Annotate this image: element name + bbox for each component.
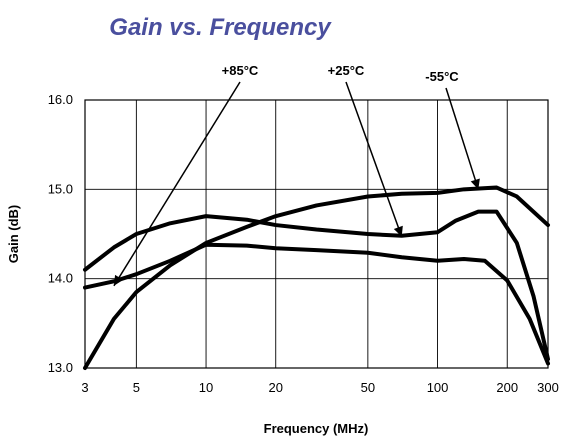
y-tick-label: 13.0: [48, 360, 73, 375]
x-tick-label: 3: [81, 380, 88, 395]
grid-layer: [85, 100, 548, 368]
y-axis-label: Gain (dB): [6, 205, 21, 264]
annotation-arrowhead: [393, 225, 403, 237]
annotation-arrowhead: [113, 274, 124, 286]
x-tick-label: 200: [496, 380, 518, 395]
plot-area-frame: [84, 99, 549, 369]
series-layer: [83, 185, 550, 370]
y-tick-label: 14.0: [48, 271, 73, 286]
x-tick-label: 100: [427, 380, 449, 395]
x-tick-label: 50: [361, 380, 375, 395]
annotation-arrow: [113, 81, 241, 287]
series-line-55-c: [83, 209, 550, 362]
y-tick-label: 16.0: [48, 92, 73, 107]
y-tick-label: 15.0: [48, 181, 73, 196]
annotation-layer: +85°C +25°C -55°C: [113, 63, 480, 287]
annotation-label: +25°C: [328, 63, 365, 78]
x-tick-label: 5: [133, 380, 140, 395]
x-tick-label: 10: [199, 380, 213, 395]
annotation-arrow: [445, 87, 480, 190]
annotation-label: +85°C: [222, 63, 259, 78]
annotation-arrow: [345, 81, 403, 237]
annotation-label: -55°C: [425, 69, 459, 84]
x-tick-label: 300: [537, 380, 559, 395]
chart-title: Gain vs. Frequency: [109, 14, 332, 41]
series-line-25-c: [83, 185, 550, 370]
x-tick-label: 20: [269, 380, 283, 395]
x-axis-label: Frequency (MHz): [264, 421, 369, 436]
annotation-arrowhead: [470, 178, 480, 190]
series-line-85-c: [83, 242, 550, 366]
tick-label-layer: 3 5 10 20 50 100 200 300 13.0 14.0 15.0 16.0: [48, 92, 559, 395]
